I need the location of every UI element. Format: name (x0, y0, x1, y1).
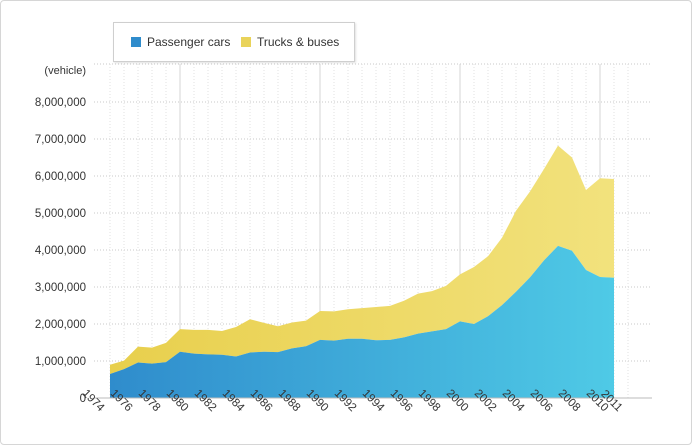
data-point-passenger-cars[interactable] (304, 344, 308, 348)
data-point-trucks-buses[interactable] (220, 329, 224, 333)
data-point-trucks-buses[interactable] (318, 309, 322, 313)
data-point-trucks-buses[interactable] (430, 289, 434, 293)
data-point-passenger-cars[interactable] (318, 338, 322, 342)
data-point-trucks-buses[interactable] (164, 341, 168, 345)
data-point-passenger-cars[interactable] (542, 258, 546, 262)
y-tick-label: 2,000,000 (35, 319, 86, 331)
data-point-passenger-cars[interactable] (514, 290, 518, 294)
data-point-passenger-cars[interactable] (108, 372, 112, 376)
y-tick-label: 5,000,000 (35, 208, 86, 220)
data-point-passenger-cars[interactable] (598, 275, 602, 279)
data-point-trucks-buses[interactable] (556, 144, 560, 148)
data-point-trucks-buses[interactable] (444, 284, 448, 288)
data-point-trucks-buses[interactable] (192, 328, 196, 332)
data-point-passenger-cars[interactable] (430, 329, 434, 333)
data-point-passenger-cars[interactable] (486, 314, 490, 318)
data-point-trucks-buses[interactable] (500, 236, 504, 240)
y-tick-label: 0 (80, 393, 86, 405)
series-passenger-cars-area (110, 245, 614, 398)
data-point-passenger-cars[interactable] (122, 367, 126, 371)
data-point-trucks-buses[interactable] (136, 345, 140, 349)
areas (108, 144, 616, 398)
y-tick-label: 3,000,000 (35, 282, 86, 294)
data-point-trucks-buses[interactable] (486, 254, 490, 258)
data-point-trucks-buses[interactable] (402, 299, 406, 303)
data-point-passenger-cars[interactable] (346, 337, 350, 341)
data-point-trucks-buses[interactable] (234, 325, 238, 329)
data-point-passenger-cars[interactable] (612, 276, 616, 280)
data-point-passenger-cars[interactable] (458, 319, 462, 323)
data-point-passenger-cars[interactable] (500, 303, 504, 307)
data-point-passenger-cars[interactable] (276, 350, 280, 354)
y-tick-label: 7,000,000 (35, 134, 86, 146)
data-point-passenger-cars[interactable] (402, 335, 406, 339)
data-point-passenger-cars[interactable] (444, 327, 448, 331)
y-axis-label: (vehicle) (44, 65, 86, 77)
data-point-trucks-buses[interactable] (472, 265, 476, 269)
data-point-passenger-cars[interactable] (584, 268, 588, 272)
data-point-trucks-buses[interactable] (570, 156, 574, 160)
data-point-trucks-buses[interactable] (416, 292, 420, 296)
data-point-passenger-cars[interactable] (290, 346, 294, 350)
data-point-passenger-cars[interactable] (374, 338, 378, 342)
data-point-passenger-cars[interactable] (150, 362, 154, 366)
data-point-trucks-buses[interactable] (150, 346, 154, 350)
data-point-trucks-buses[interactable] (598, 176, 602, 180)
legend-swatch-trucks-buses (241, 37, 251, 47)
data-point-trucks-buses[interactable] (528, 190, 532, 194)
data-point-passenger-cars[interactable] (360, 337, 364, 341)
data-point-trucks-buses[interactable] (346, 307, 350, 311)
data-point-trucks-buses[interactable] (178, 327, 182, 331)
data-point-passenger-cars[interactable] (332, 339, 336, 343)
data-point-passenger-cars[interactable] (416, 332, 420, 336)
data-point-trucks-buses[interactable] (542, 167, 546, 171)
data-point-passenger-cars[interactable] (206, 352, 210, 356)
data-point-passenger-cars[interactable] (556, 244, 560, 248)
data-point-passenger-cars[interactable] (528, 275, 532, 279)
data-point-trucks-buses[interactable] (458, 272, 462, 276)
data-point-trucks-buses[interactable] (612, 177, 616, 181)
y-tick-label: 4,000,000 (35, 245, 86, 257)
data-point-trucks-buses[interactable] (276, 324, 280, 328)
data-point-trucks-buses[interactable] (584, 188, 588, 192)
data-point-trucks-buses[interactable] (248, 317, 252, 321)
data-point-passenger-cars[interactable] (220, 353, 224, 357)
series-trucks-buses-area (110, 145, 614, 374)
legend-label-trucks-buses: Trucks & buses (257, 35, 340, 49)
data-point-passenger-cars[interactable] (192, 352, 196, 356)
data-point-trucks-buses[interactable] (206, 328, 210, 332)
data-point-trucks-buses[interactable] (262, 321, 266, 325)
data-point-trucks-buses[interactable] (332, 309, 336, 313)
y-tick-label: 6,000,000 (35, 171, 86, 183)
data-point-trucks-buses[interactable] (514, 209, 518, 213)
legend-item-passenger-cars[interactable]: Passenger cars (131, 35, 230, 49)
data-point-passenger-cars[interactable] (262, 350, 266, 354)
data-point-passenger-cars[interactable] (234, 355, 238, 359)
legend: Passenger cars Trucks & buses (113, 22, 355, 62)
y-tick-label: 8,000,000 (35, 97, 86, 109)
data-point-passenger-cars[interactable] (164, 360, 168, 364)
y-tick-label: 1,000,000 (35, 356, 86, 368)
data-point-passenger-cars[interactable] (136, 360, 140, 364)
data-point-passenger-cars[interactable] (248, 350, 252, 354)
legend-item-trucks-buses[interactable]: Trucks & buses (241, 35, 339, 49)
data-point-passenger-cars[interactable] (570, 249, 574, 253)
data-point-passenger-cars[interactable] (178, 350, 182, 354)
legend-label-passenger-cars: Passenger cars (147, 35, 231, 49)
legend-swatch-passenger-cars (131, 37, 141, 47)
data-point-trucks-buses[interactable] (290, 321, 294, 325)
data-point-trucks-buses[interactable] (122, 359, 126, 363)
data-point-trucks-buses[interactable] (108, 363, 112, 367)
data-point-passenger-cars[interactable] (388, 338, 392, 342)
data-point-trucks-buses[interactable] (374, 305, 378, 309)
data-point-trucks-buses[interactable] (304, 319, 308, 323)
data-point-trucks-buses[interactable] (360, 306, 364, 310)
data-point-passenger-cars[interactable] (472, 322, 476, 326)
data-point-trucks-buses[interactable] (388, 304, 392, 308)
